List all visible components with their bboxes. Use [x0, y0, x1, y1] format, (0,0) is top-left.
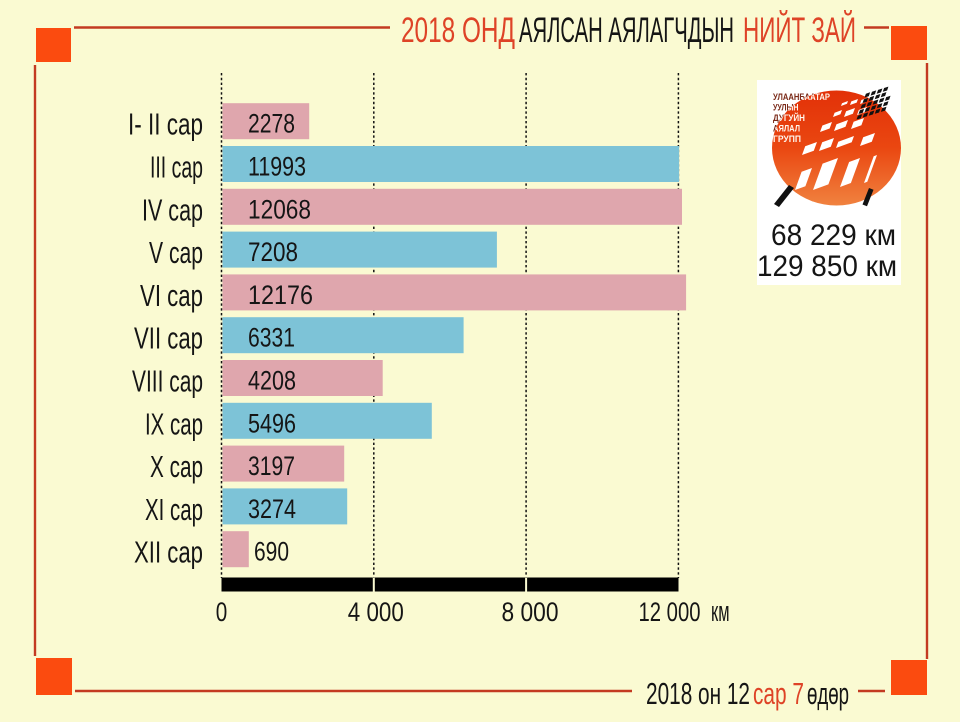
- svg-text:12176: 12176: [248, 280, 313, 310]
- svg-text:X сар: X сар: [150, 449, 203, 484]
- svg-text:VI сар: VI сар: [140, 278, 203, 313]
- svg-text:V сар: V сар: [149, 235, 203, 270]
- svg-text:IX сар: IX сар: [145, 406, 203, 441]
- svg-text:км: км: [711, 596, 730, 628]
- svg-text:XII сар: XII сар: [134, 535, 203, 570]
- svg-text:3274: 3274: [248, 494, 296, 524]
- svg-text:сар 7: сар 7: [753, 676, 804, 711]
- svg-text:ДУГУЙН: ДУГУЙН: [773, 112, 805, 123]
- svg-text:VIII сар: VIII сар: [132, 364, 203, 399]
- svg-text:АЯЛАЛ: АЯЛАЛ: [773, 124, 800, 134]
- svg-text:68 229 км: 68 229 км: [771, 219, 896, 252]
- svg-text:I- II сар: I- II сар: [128, 107, 203, 142]
- svg-text:11993: 11993: [248, 152, 306, 182]
- svg-text:ГРУПП: ГРУПП: [773, 134, 801, 144]
- svg-text:УЛААНБААТАР: УЛААНБААТАР: [773, 92, 830, 102]
- svg-text:2018 ОНД: 2018 ОНД: [401, 10, 515, 50]
- svg-text:III сар: III сар: [150, 150, 203, 185]
- svg-text:3197: 3197: [248, 451, 295, 481]
- svg-text:НИЙТ ЗАЙ: НИЙТ ЗАЙ: [743, 10, 856, 50]
- svg-text:8 000: 8 000: [502, 597, 559, 627]
- svg-text:2278: 2278: [248, 109, 295, 139]
- svg-text:АЯЛАЛ: АЯЛАЛ: [773, 124, 800, 134]
- svg-text:12068: 12068: [248, 194, 311, 224]
- svg-text:УУЛЫН: УУЛЫН: [773, 103, 799, 113]
- svg-text:ДУГУЙН: ДУГУЙН: [773, 112, 805, 123]
- svg-text:өдөр: өдөр: [807, 676, 849, 711]
- svg-text:VII сар: VII сар: [134, 321, 203, 356]
- svg-text:12 000: 12 000: [639, 597, 701, 627]
- svg-text:АЯЛСАН АЯЛАГЧДЫН: АЯЛСАН АЯЛАГЧДЫН: [519, 10, 734, 50]
- svg-text:6331: 6331: [248, 323, 295, 353]
- svg-text:7208: 7208: [248, 237, 298, 267]
- svg-text:4 000: 4 000: [348, 597, 404, 627]
- svg-text:690: 690: [254, 537, 289, 567]
- svg-text:ГРУПП: ГРУПП: [773, 134, 801, 144]
- svg-text:XI сар: XI сар: [145, 492, 203, 527]
- svg-text:4208: 4208: [248, 366, 296, 396]
- svg-text:2018 он 12: 2018 он 12: [646, 676, 750, 711]
- svg-text:IV сар: IV сар: [142, 192, 203, 227]
- svg-text:0: 0: [216, 597, 228, 627]
- svg-text:129 850 км: 129 850 км: [757, 250, 897, 283]
- svg-text:5496: 5496: [248, 408, 296, 438]
